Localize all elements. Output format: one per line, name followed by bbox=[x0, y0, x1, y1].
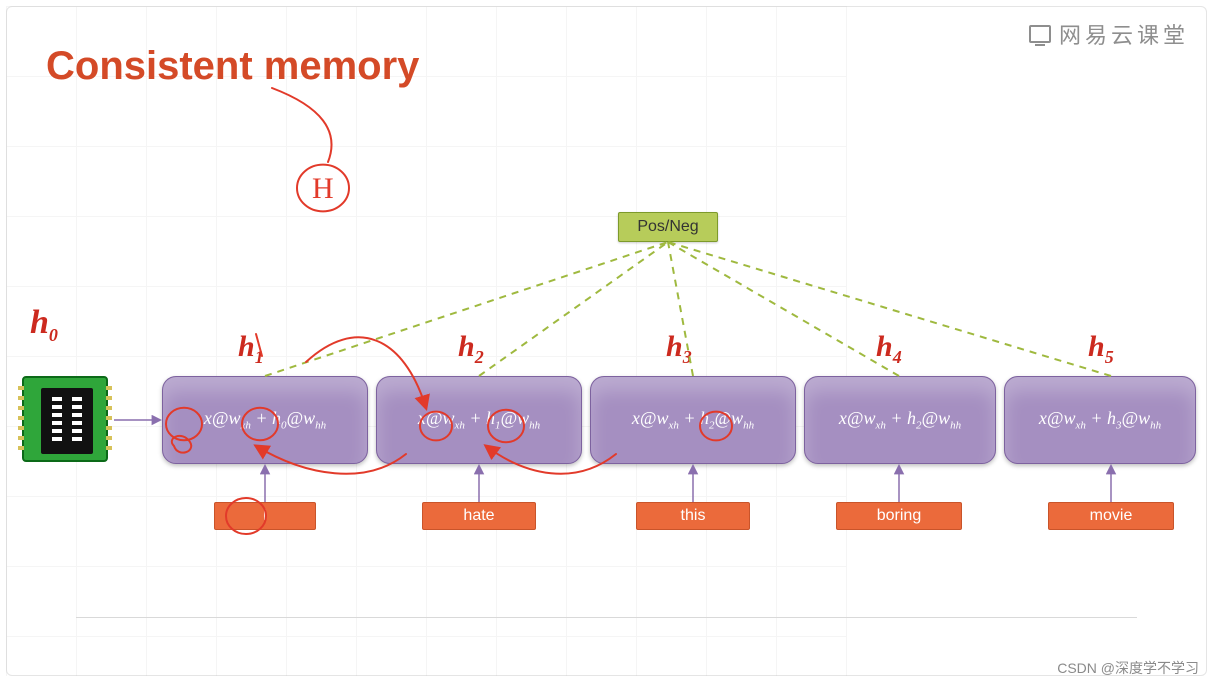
dashed-lines-to-output bbox=[265, 242, 1111, 376]
csdn-attribution: CSDN @深度学不学习 bbox=[1057, 658, 1199, 678]
svg-text:H: H bbox=[312, 172, 334, 205]
word-to-cell-arrows bbox=[265, 466, 1111, 502]
slide-frame: Consistent memory 网易云课堂 Pos/Neg x@wxh + … bbox=[6, 6, 1207, 676]
footer-divider bbox=[76, 617, 1137, 618]
hand-annotations: H bbox=[166, 88, 732, 534]
connections-overlay: H bbox=[6, 6, 1207, 676]
